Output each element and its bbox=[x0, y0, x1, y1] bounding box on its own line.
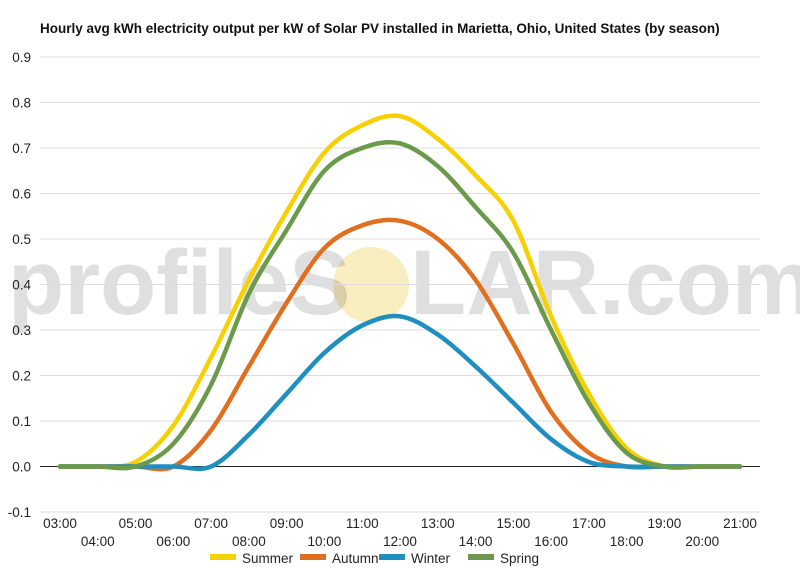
x-tick-label: 06:00 bbox=[156, 534, 190, 549]
x-tick-label: 12:00 bbox=[383, 534, 417, 549]
watermark-text-right: LAR.com bbox=[410, 232, 800, 334]
y-tick-label: 0.9 bbox=[12, 50, 31, 65]
x-tick-label: 20:00 bbox=[685, 534, 719, 549]
x-tick-label: 05:00 bbox=[119, 516, 153, 531]
x-tick-label: 21:00 bbox=[723, 516, 757, 531]
y-tick-label: 0.5 bbox=[12, 232, 31, 247]
y-tick-label: 0.4 bbox=[12, 278, 31, 293]
x-tick-label: 18:00 bbox=[610, 534, 644, 549]
x-tick-label: 15:00 bbox=[496, 516, 530, 531]
legend-swatch-winter bbox=[379, 554, 405, 560]
x-tick-label: 17:00 bbox=[572, 516, 606, 531]
x-tick-label: 08:00 bbox=[232, 534, 266, 549]
x-tick-label: 04:00 bbox=[81, 534, 115, 549]
y-tick-label: 0.8 bbox=[12, 96, 31, 111]
gridlines bbox=[40, 56, 760, 513]
y-tick-label: 0.2 bbox=[12, 369, 31, 384]
x-tick-label: 10:00 bbox=[308, 534, 342, 549]
x-tick-label: 19:00 bbox=[648, 516, 682, 531]
x-tick-label: 13:00 bbox=[421, 516, 455, 531]
y-tick-label: 0.3 bbox=[12, 323, 31, 338]
legend-label: Summer bbox=[242, 551, 294, 566]
y-tick-label: 0.6 bbox=[12, 187, 31, 202]
series-line-spring bbox=[57, 139, 743, 471]
legend-swatch-spring bbox=[468, 554, 494, 560]
y-tick-label: 0.0 bbox=[12, 460, 31, 475]
x-tick-label: 09:00 bbox=[270, 516, 304, 531]
x-tick-label: 03:00 bbox=[43, 516, 77, 531]
series-lines bbox=[57, 113, 743, 472]
y-tick-label: -0.1 bbox=[8, 505, 31, 520]
legend-label: Winter bbox=[411, 551, 451, 566]
legend-swatch-summer bbox=[210, 554, 236, 560]
watermark-text-left: profileS bbox=[8, 232, 350, 334]
legend-swatch-autumn bbox=[300, 554, 326, 560]
legend-label: Spring bbox=[500, 551, 539, 566]
x-tick-label: 07:00 bbox=[194, 516, 228, 531]
series-line-winter bbox=[57, 313, 743, 472]
series-line-summer bbox=[57, 113, 743, 471]
y-tick-label: 0.7 bbox=[12, 141, 31, 156]
y-axis-ticks: -0.1 0.0 0.1 0.2 0.3 0.4 0.5 0.6 0.7 0.8 0.9 bbox=[8, 50, 32, 520]
x-tick-label: 11:00 bbox=[346, 516, 379, 531]
x-tick-label: 16:00 bbox=[534, 534, 568, 549]
legend: Summer Autumn Winter Spring bbox=[210, 551, 539, 566]
y-tick-label: 0.1 bbox=[12, 414, 31, 429]
x-tick-label: 14:00 bbox=[459, 534, 493, 549]
legend-label: Autumn bbox=[332, 551, 379, 566]
chart-title: Hourly avg kWh electricity output per kW… bbox=[40, 21, 720, 36]
